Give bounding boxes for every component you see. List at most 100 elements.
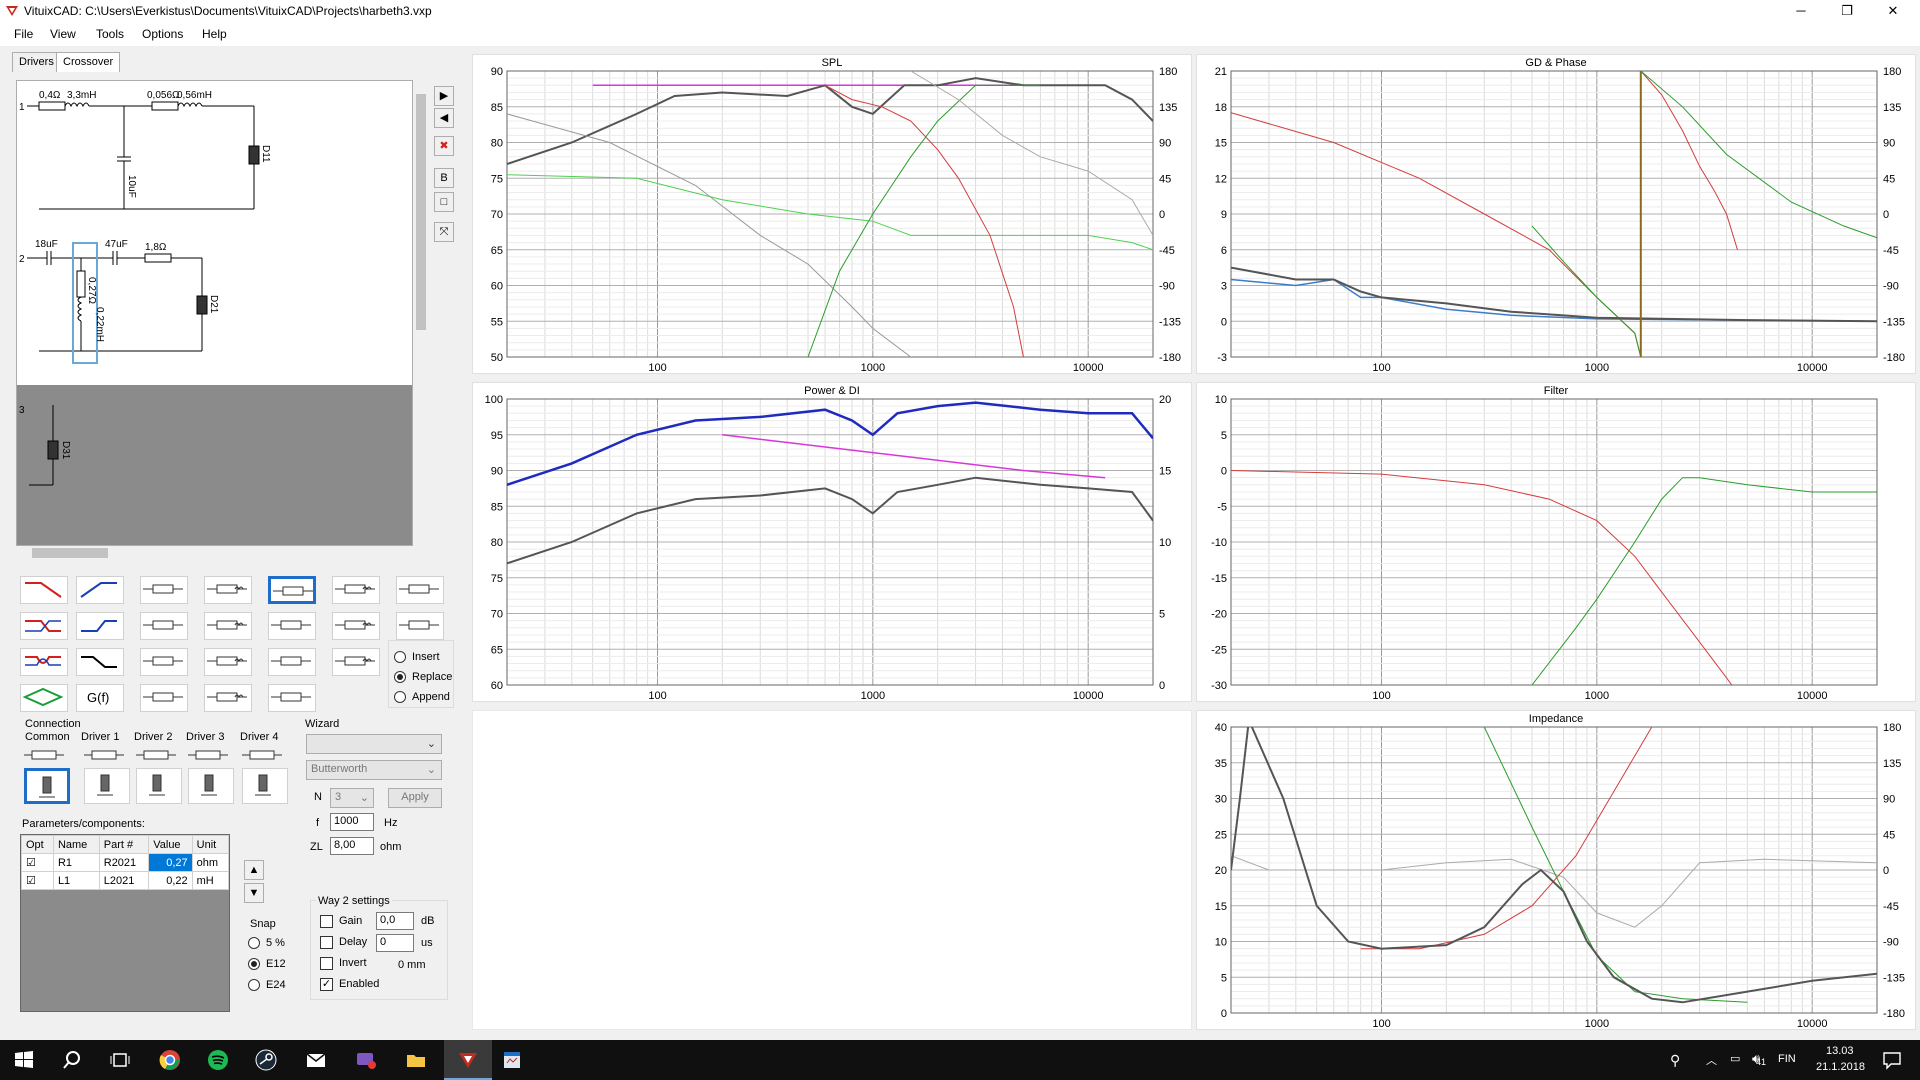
component-button[interactable] — [268, 648, 316, 676]
component-button[interactable] — [76, 648, 124, 676]
row-value[interactable]: 0,22 — [148, 871, 193, 890]
connection-driver-button[interactable] — [188, 768, 234, 804]
component-button[interactable] — [76, 612, 124, 640]
mail-icon[interactable] — [304, 1048, 328, 1072]
snap-5pct-radio[interactable] — [248, 937, 260, 949]
menu-view[interactable]: View — [50, 27, 76, 41]
component-button[interactable] — [140, 648, 188, 676]
people-icon[interactable]: ⚲ — [1670, 1052, 1681, 1068]
connection-driver-button[interactable] — [24, 768, 70, 804]
action-center-icon[interactable] — [1880, 1048, 1904, 1072]
move-up-icon[interactable]: ▲ — [244, 860, 264, 880]
bypass-b-icon[interactable]: B — [434, 168, 454, 188]
component-button[interactable] — [204, 684, 252, 712]
scroll-thumb[interactable] — [416, 94, 426, 330]
wizard-type-select[interactable]: ⌄ — [306, 734, 442, 754]
snap-e24-radio[interactable] — [248, 979, 260, 991]
component-button[interactable] — [20, 648, 68, 676]
table-row[interactable]: ☑ L1 L2021 0,22 mH — [21, 871, 230, 890]
component-button[interactable] — [204, 612, 252, 640]
component-button[interactable] — [332, 576, 380, 604]
volume-icon[interactable]: 🔊︎ — [1752, 1051, 1761, 1066]
connection-series-button[interactable] — [242, 746, 282, 764]
wizard-zl-input[interactable]: 8,00 — [330, 837, 374, 855]
hscroll-thumb[interactable] — [32, 548, 108, 558]
component-button[interactable] — [396, 612, 444, 640]
row-opt-checkbox[interactable]: ☑ — [21, 853, 54, 872]
search-icon[interactable] — [60, 1048, 84, 1072]
windows-start-icon[interactable] — [12, 1048, 36, 1072]
clock-time[interactable]: 13.03 — [1826, 1045, 1854, 1057]
snap-e12-radio[interactable] — [248, 958, 260, 970]
connection-driver-button[interactable] — [84, 768, 130, 804]
chevron-up-icon[interactable]: ︿ — [1706, 1055, 1717, 1067]
invert-checkbox[interactable] — [320, 957, 333, 970]
connection-driver-button[interactable] — [242, 768, 288, 804]
gain-input[interactable]: 0,0 — [376, 912, 414, 930]
chrome-icon[interactable] — [158, 1048, 182, 1072]
delay-input[interactable]: 0 — [376, 934, 414, 952]
steam-icon[interactable] — [254, 1048, 278, 1072]
gain-checkbox[interactable] — [320, 915, 333, 928]
component-button[interactable] — [396, 576, 444, 604]
delay-checkbox[interactable] — [320, 936, 333, 949]
fit-view-icon[interactable]: ⤧ — [434, 222, 454, 242]
filter-plot[interactable]: Filter 10 5 0 -5 -10 -15 -20 -25 -30 100 1000 10000 — [1196, 382, 1916, 702]
spl-plot[interactable]: SPL 90 180 85 135 80 90 75 45 70 0 65 -45 60 -90 55 -135… — [472, 54, 1192, 374]
task-view-icon[interactable] — [108, 1048, 132, 1072]
component-button[interactable] — [140, 612, 188, 640]
component-button[interactable] — [20, 684, 68, 712]
close-button[interactable]: ✕ — [1887, 3, 1899, 18]
tab-crossover[interactable]: Crossover — [56, 52, 121, 72]
tab-drivers[interactable]: Drivers — [12, 52, 61, 72]
table-row[interactable]: ☑ R1 R2021 0,27 ohm — [21, 853, 230, 872]
gd-phase-plot[interactable]: GD & Phase 21 180 18 135 15 90 12 45 9 0 6 -45 3 -90 0-… — [1196, 54, 1916, 374]
component-button[interactable] — [332, 648, 380, 676]
append-radio[interactable] — [394, 691, 406, 703]
component-button[interactable] — [204, 576, 252, 604]
spotify-icon[interactable] — [206, 1048, 230, 1072]
connection-series-button[interactable] — [188, 746, 228, 764]
menu-help[interactable]: Help — [202, 27, 227, 41]
component-button[interactable] — [76, 576, 124, 604]
menu-options[interactable]: Options — [142, 27, 184, 41]
wizard-filter-select[interactable]: Butterworth ⌄ — [306, 760, 442, 780]
component-button[interactable] — [140, 684, 188, 712]
gf-button[interactable]: G(f) — [76, 684, 124, 712]
minimize-button[interactable]: ─ — [1796, 3, 1806, 18]
impedance-plot[interactable]: Impedance 40 180 35 135 30 90 25 45 20 0 15 -45 10 -90… — [1196, 710, 1916, 1030]
move-left-icon[interactable]: ◀ — [434, 108, 454, 128]
messenger-icon[interactable] — [354, 1048, 378, 1072]
network-icon[interactable]: ▭ — [1730, 1053, 1741, 1065]
vituixcad-taskbar-icon[interactable] — [456, 1048, 480, 1072]
component-button[interactable] — [20, 576, 68, 604]
delete-icon[interactable]: ✖ — [434, 136, 454, 156]
connection-driver-button[interactable] — [136, 768, 182, 804]
component-button[interactable] — [204, 648, 252, 676]
move-down-icon[interactable]: ▼ — [244, 883, 264, 903]
connection-series-button[interactable] — [84, 746, 124, 764]
connection-series-button[interactable] — [136, 746, 176, 764]
language-indicator[interactable]: FIN — [1778, 1053, 1796, 1065]
maximize-button[interactable]: ❐ — [1841, 3, 1853, 18]
crossover-schematic[interactable]: 1 0,4Ω 3,3mH 0,056Ω 0,56mH 10uF D11 2 18… — [16, 80, 413, 546]
file-explorer-icon[interactable] — [404, 1048, 428, 1072]
schematic-vertical-scrollbar[interactable] — [414, 80, 428, 546]
row-value[interactable]: 0,27 — [148, 853, 193, 872]
clock-date[interactable]: 21.1.2018 — [1816, 1061, 1865, 1073]
app-window-icon[interactable] — [500, 1048, 524, 1072]
wizard-f-input[interactable]: 1000 — [330, 813, 374, 831]
component-button[interactable] — [268, 576, 316, 604]
component-button[interactable] — [268, 684, 316, 712]
component-button[interactable] — [20, 612, 68, 640]
replace-radio[interactable] — [394, 671, 406, 683]
way3-panel[interactable]: 3 D31 — [17, 385, 412, 545]
connection-series-button[interactable] — [24, 746, 64, 764]
row-opt-checkbox[interactable]: ☑ — [21, 871, 54, 890]
component-button[interactable] — [140, 576, 188, 604]
box-icon[interactable]: □ — [434, 192, 454, 212]
component-button[interactable] — [268, 612, 316, 640]
component-button[interactable] — [332, 612, 380, 640]
wizard-n-select[interactable]: 3 ⌄ — [330, 788, 374, 808]
schematic-horizontal-scrollbar[interactable] — [16, 546, 413, 560]
